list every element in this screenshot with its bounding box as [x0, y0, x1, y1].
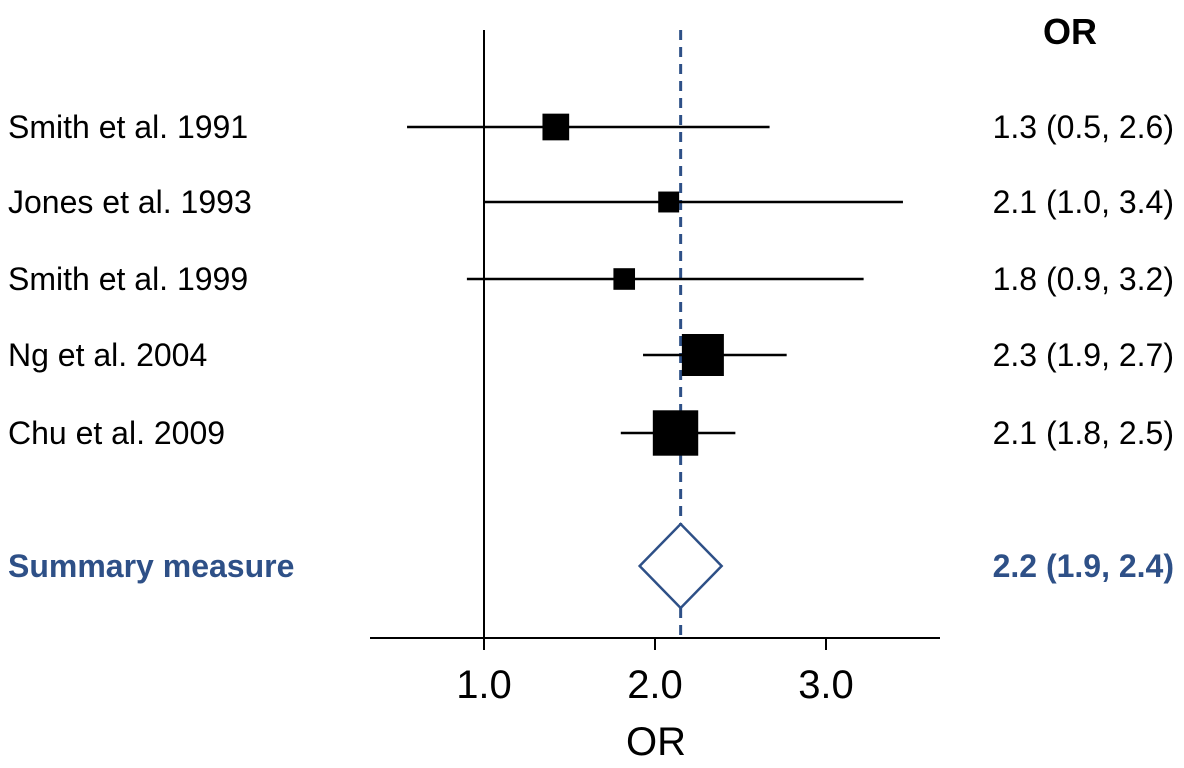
or-value-label: 2.1 (1.8, 2.5): [993, 415, 1174, 451]
or-value-label: 2.1 (1.0, 3.4): [993, 184, 1174, 220]
summary-diamond: [637, 522, 724, 610]
point-estimate-square: [658, 191, 680, 213]
summary-label: Summary measure: [8, 548, 294, 584]
x-tick-label: 3.0: [798, 663, 854, 707]
study-label: Smith et al. 1999: [8, 261, 248, 297]
study-rows: Smith et al. 1991 1.3 (0.5, 2.6) Jones et …: [8, 30, 1174, 638]
or-value-label: 1.8 (0.9, 3.2): [993, 261, 1174, 297]
point-estimate-square: [542, 113, 570, 141]
study-label: Ng et al. 2004: [8, 337, 207, 373]
study-label: Chu et al. 2009: [8, 415, 225, 451]
x-axis-title: OR: [626, 720, 686, 764]
or-value-label: 1.3 (0.5, 2.6): [993, 109, 1174, 145]
or-value-label: 2.3 (1.9, 2.7): [993, 337, 1174, 373]
study-label: Jones et al. 1993: [8, 184, 252, 220]
point-estimate-square: [652, 410, 699, 456]
summary-or-value: 2.2 (1.9, 2.4): [993, 548, 1174, 584]
study-label: Smith et al. 1991: [8, 109, 248, 145]
point-estimate-square: [613, 268, 636, 290]
x-axis: 1.0 2.0 3.0: [370, 637, 940, 707]
point-estimate-square: [681, 334, 724, 376]
x-tick-label: 1.0: [456, 663, 512, 707]
or-column-header: OR: [1043, 11, 1097, 52]
x-tick-label: 2.0: [627, 663, 683, 707]
